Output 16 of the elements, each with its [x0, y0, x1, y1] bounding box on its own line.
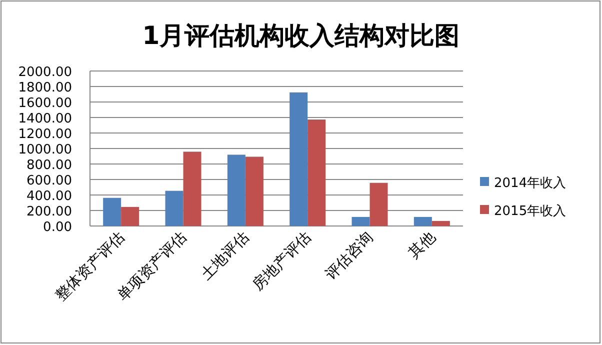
legend-label: 2014年收入 — [494, 176, 566, 191]
legend-label: 2015年收入 — [494, 204, 566, 219]
y-tick-label: 200.00 — [26, 204, 72, 220]
y-tick-label: 1000.00 — [18, 142, 72, 158]
title: 1月评估机构收入结构对比图 — [142, 21, 460, 50]
y-tick-label: 1600.00 — [18, 96, 72, 111]
y-tick-label: 1400.00 — [18, 112, 72, 126]
y-tick-label: 400.00 — [26, 189, 72, 204]
y-tick-label: 800.00 — [26, 158, 72, 173]
y-tick-label: 600.00 — [26, 174, 72, 188]
y-tick-label: 2000.00 — [18, 65, 72, 80]
y-tick-label: 0.00 — [43, 220, 72, 235]
y-tick-label: 1200.00 — [18, 127, 72, 142]
y-tick-label: 1800.00 — [18, 80, 72, 96]
x-tick-label: 评估咨询 — [321, 228, 377, 284]
x-tick-label: 其他 — [404, 228, 439, 262]
